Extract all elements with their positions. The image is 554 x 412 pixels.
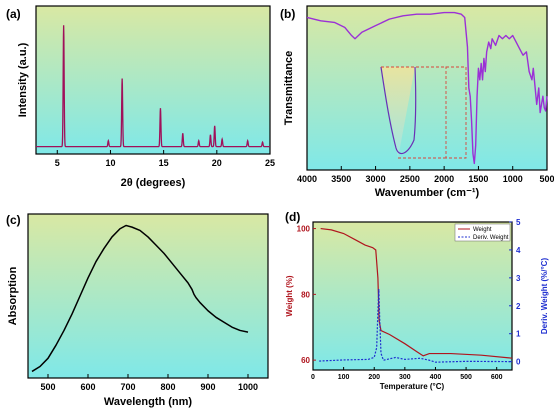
panel-d-tga: 0 100 200 300 400 500 600 60 80 100 0 1 2 3 4 5 Weight … (285, 210, 549, 391)
x-tick-label-b-3: 2500 (400, 174, 420, 184)
x-tick-label-d-3: 300 (399, 374, 411, 381)
xrd-line (36, 25, 270, 148)
x-tick-label-a-0: 5 (55, 158, 60, 168)
plot-area-d (313, 222, 512, 370)
x-tick-label-c-0: 500 (40, 382, 55, 392)
y-axis-title-b: Transmittance (283, 51, 295, 126)
y2-tick-label-d-1: 1 (516, 330, 521, 339)
panel-label-c: (c) (6, 213, 21, 227)
x-tick-label-b-1: 3500 (331, 174, 351, 184)
deriv-weight-line (319, 288, 513, 363)
x-axis-title-c: Wavelength (nm) (104, 396, 193, 408)
panel-c-uvvis: 500 600 700 800 900 1000 (c) Wavelength (nm) … (6, 213, 269, 408)
x-tick-label-c-5: 1000 (238, 382, 258, 392)
legend-d: Weight Deriv. Weight (454, 223, 511, 242)
x-tick-label-b-0: 4000 (297, 174, 317, 184)
inset-curve (380, 66, 417, 155)
y2-axis-title-d: Deriv. Weight (%/°C) (540, 258, 549, 335)
axis-frame-c (27, 213, 269, 379)
panel-label-a: (a) (6, 7, 21, 21)
x-tick-label-d-0: 0 (311, 374, 315, 381)
legend-label-weight: Weight (473, 227, 492, 233)
x-axis-title-d: Temperature (°C) (380, 382, 445, 391)
inset-shaded-region (381, 67, 415, 158)
x-tick-label-c-3: 800 (160, 382, 175, 392)
y-axis-title-a: Intensity (a.u.) (17, 42, 29, 117)
x-tick-label-d-1: 100 (338, 374, 350, 381)
axis-frame-b (306, 5, 548, 171)
x-tick-label-b-2: 3000 (366, 174, 386, 184)
x-tick-label-d-2: 200 (368, 374, 380, 381)
x-tick-label-b-4: 2000 (434, 174, 454, 184)
x-tick-label-a-3: 20 (212, 158, 222, 168)
y-tick-label-d-1: 80 (301, 290, 310, 299)
x-tick-label-a-4: 25 (265, 158, 275, 168)
y2-tick-label-d-2: 2 (516, 302, 521, 311)
ftir-line (306, 11, 548, 165)
y-axis-title-d: Weight (%) (285, 275, 294, 317)
axis-frame-d (312, 221, 513, 371)
panel-b-ftir: 4000 3500 3000 2500 2000 1500 1000 500 (b) Wave… (280, 5, 554, 199)
y2-tick-label-d-0: 0 (516, 358, 521, 367)
x-tick-label-c-1: 600 (80, 382, 95, 392)
y2-tick-label-d-5: 5 (516, 218, 521, 227)
inset-magnified-band (380, 66, 467, 159)
weight-line (320, 227, 513, 359)
axis-frame-a (35, 5, 271, 155)
x-tick-label-b-6: 1000 (503, 174, 523, 184)
x-axis-title-b: Wavenumber (cm⁻¹) (375, 187, 480, 199)
x-tick-label-d-6: 600 (491, 374, 503, 381)
y-axis-title-c: Absorption (7, 266, 19, 325)
plot-area-c (28, 214, 268, 378)
x-tick-label-d-5: 500 (460, 374, 472, 381)
y-tick-label-d-2: 100 (297, 225, 311, 234)
absorption-line (31, 224, 249, 373)
x-axis-title-a: 2θ (degrees) (121, 177, 186, 189)
panel-label-d: (d) (285, 210, 300, 224)
panel-a-xrd: 5 10 15 20 25 (a) 2θ (degrees) Intensity (a.… (6, 5, 275, 189)
inset-zoom-box (445, 66, 467, 159)
panel-label-b: (b) (280, 7, 295, 21)
x-tick-label-b-5: 1500 (468, 174, 488, 184)
x-tick-label-a-1: 10 (105, 158, 115, 168)
legend-label-deriv: Deriv. Weight (473, 235, 509, 241)
plot-area-b (307, 6, 547, 170)
y2-tick-label-d-4: 4 (516, 246, 521, 255)
x-tick-label-c-4: 900 (200, 382, 215, 392)
plot-area-a (36, 6, 270, 154)
y2-tick-label-d-3: 3 (516, 274, 521, 283)
x-tick-label-d-4: 400 (430, 374, 442, 381)
x-tick-label-c-2: 700 (120, 382, 135, 392)
x-tick-label-b-7: 500 (539, 174, 554, 184)
y-tick-label-d-0: 60 (301, 356, 310, 365)
x-tick-label-a-2: 15 (159, 158, 169, 168)
